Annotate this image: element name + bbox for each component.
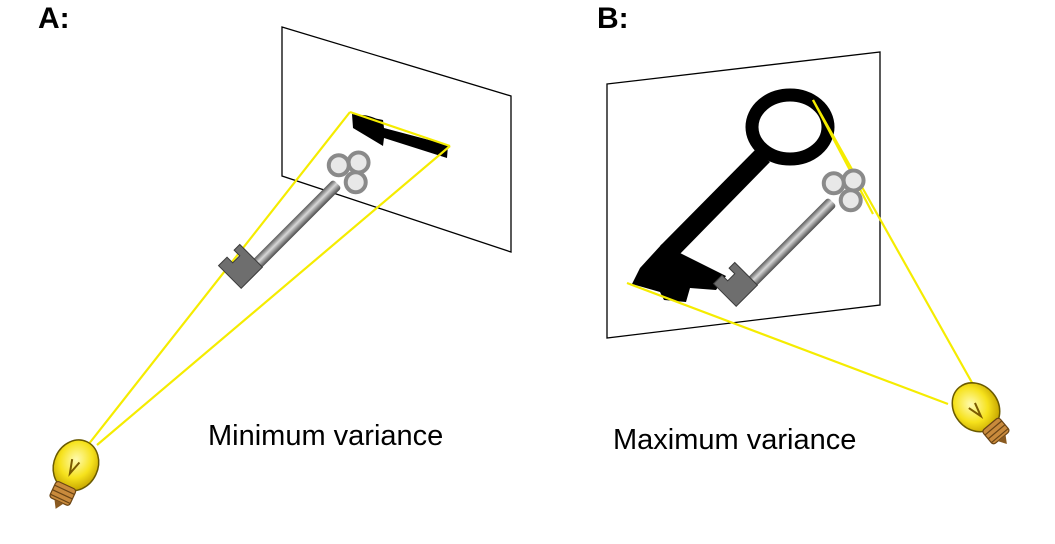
key-icon [217, 150, 371, 290]
key-icon [712, 168, 866, 308]
key-shadow-b [632, 88, 835, 302]
light-bulb-icon [49, 439, 100, 509]
panel-a-caption: Minimum variance [208, 420, 444, 452]
key-shadow-a [352, 114, 448, 158]
panel-b-caption: Maximum variance [613, 424, 857, 456]
light-bulb-icon [951, 382, 1010, 445]
panel-a-label: A: [38, 2, 70, 35]
panel-a [49, 26, 512, 509]
panel-b [606, 51, 1010, 445]
light-rays-a [87, 110, 451, 446]
light-rays-b [626, 99, 976, 406]
panel-b-label: B: [597, 2, 629, 35]
